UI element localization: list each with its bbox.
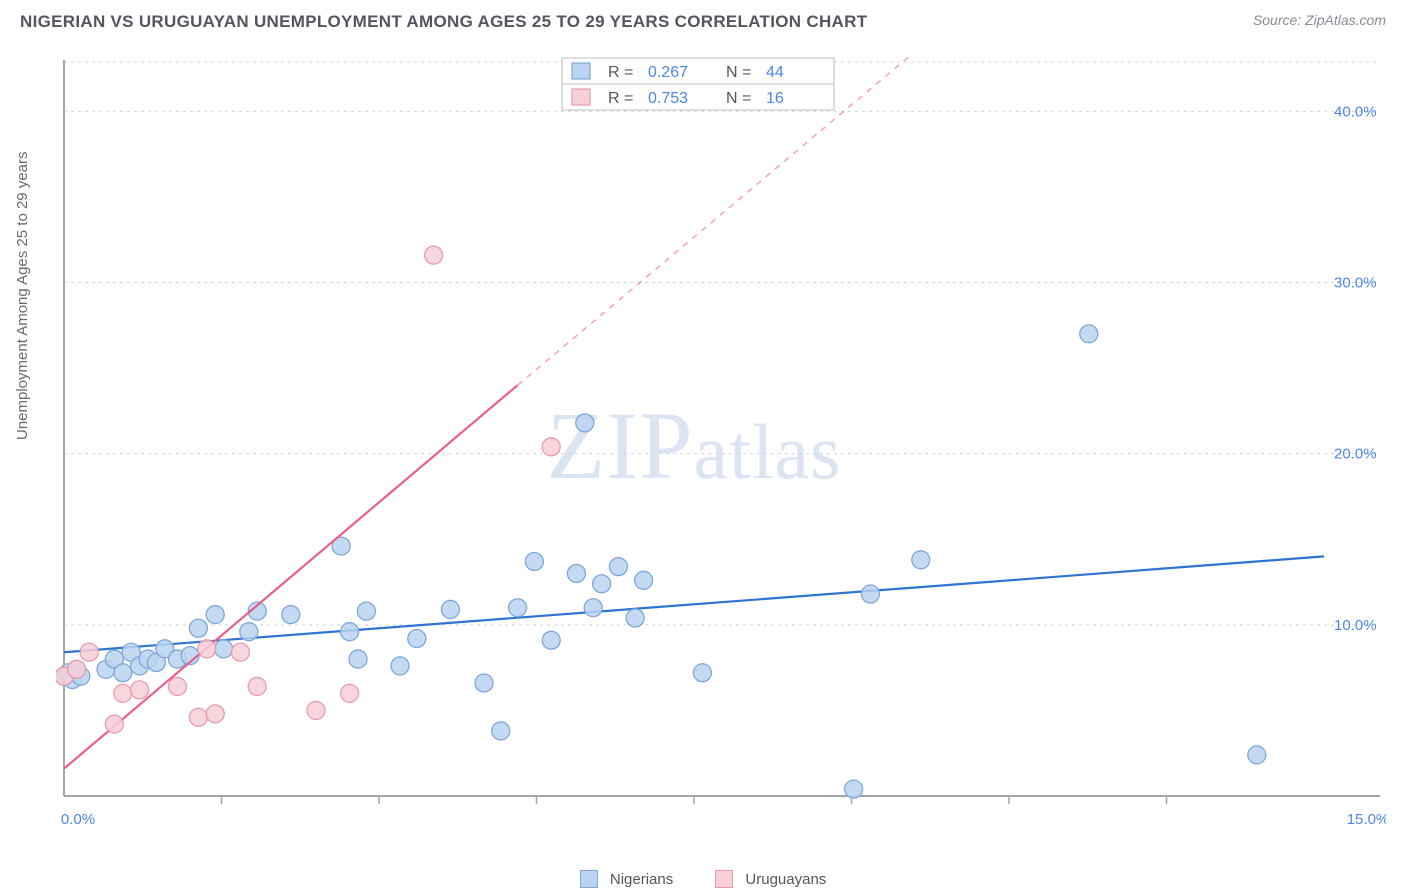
chart-plot-area: ZIPatlas 10.0% 20.0% 30.0% 40.0% 0.0% 15.0% R =…: [56, 56, 1386, 836]
svg-text:N =: N =: [726, 64, 751, 81]
svg-text:0.267: 0.267: [648, 64, 688, 81]
svg-text:10.0%: 10.0%: [1334, 617, 1377, 634]
svg-text:R =: R =: [608, 64, 633, 81]
chart-header: NIGERIAN VS URUGUAYAN UNEMPLOYMENT AMONG…: [0, 0, 1406, 36]
svg-text:0.753: 0.753: [648, 90, 688, 107]
svg-text:15.0%: 15.0%: [1347, 811, 1386, 828]
legend-item-nigerians: Nigerians: [580, 870, 674, 888]
chart-svg: ZIPatlas 10.0% 20.0% 30.0% 40.0% 0.0% 15.0% R =…: [56, 56, 1386, 836]
legend: Nigerians Uruguayans: [0, 870, 1406, 888]
legend-item-uruguayans: Uruguayans: [715, 870, 826, 888]
svg-text:N =: N =: [726, 90, 751, 107]
chart-title: NIGERIAN VS URUGUAYAN UNEMPLOYMENT AMONG…: [20, 12, 867, 32]
y-axis-label: Unemployment Among Ages 25 to 29 years: [14, 151, 31, 440]
svg-text:30.0%: 30.0%: [1334, 275, 1377, 292]
legend-label-uruguayans: Uruguayans: [745, 871, 826, 888]
svg-text:40.0%: 40.0%: [1334, 103, 1377, 120]
legend-label-nigerians: Nigerians: [610, 871, 673, 888]
svg-text:44: 44: [766, 64, 784, 81]
svg-text:ZIPatlas: ZIPatlas: [547, 392, 842, 499]
chart-source: Source: ZipAtlas.com: [1253, 12, 1386, 28]
svg-text:0.0%: 0.0%: [61, 811, 95, 828]
svg-text:R =: R =: [608, 90, 633, 107]
legend-swatch-nigerians: [580, 870, 598, 888]
legend-swatch-uruguayans: [715, 870, 733, 888]
svg-text:16: 16: [766, 90, 784, 107]
svg-text:20.0%: 20.0%: [1334, 446, 1377, 463]
